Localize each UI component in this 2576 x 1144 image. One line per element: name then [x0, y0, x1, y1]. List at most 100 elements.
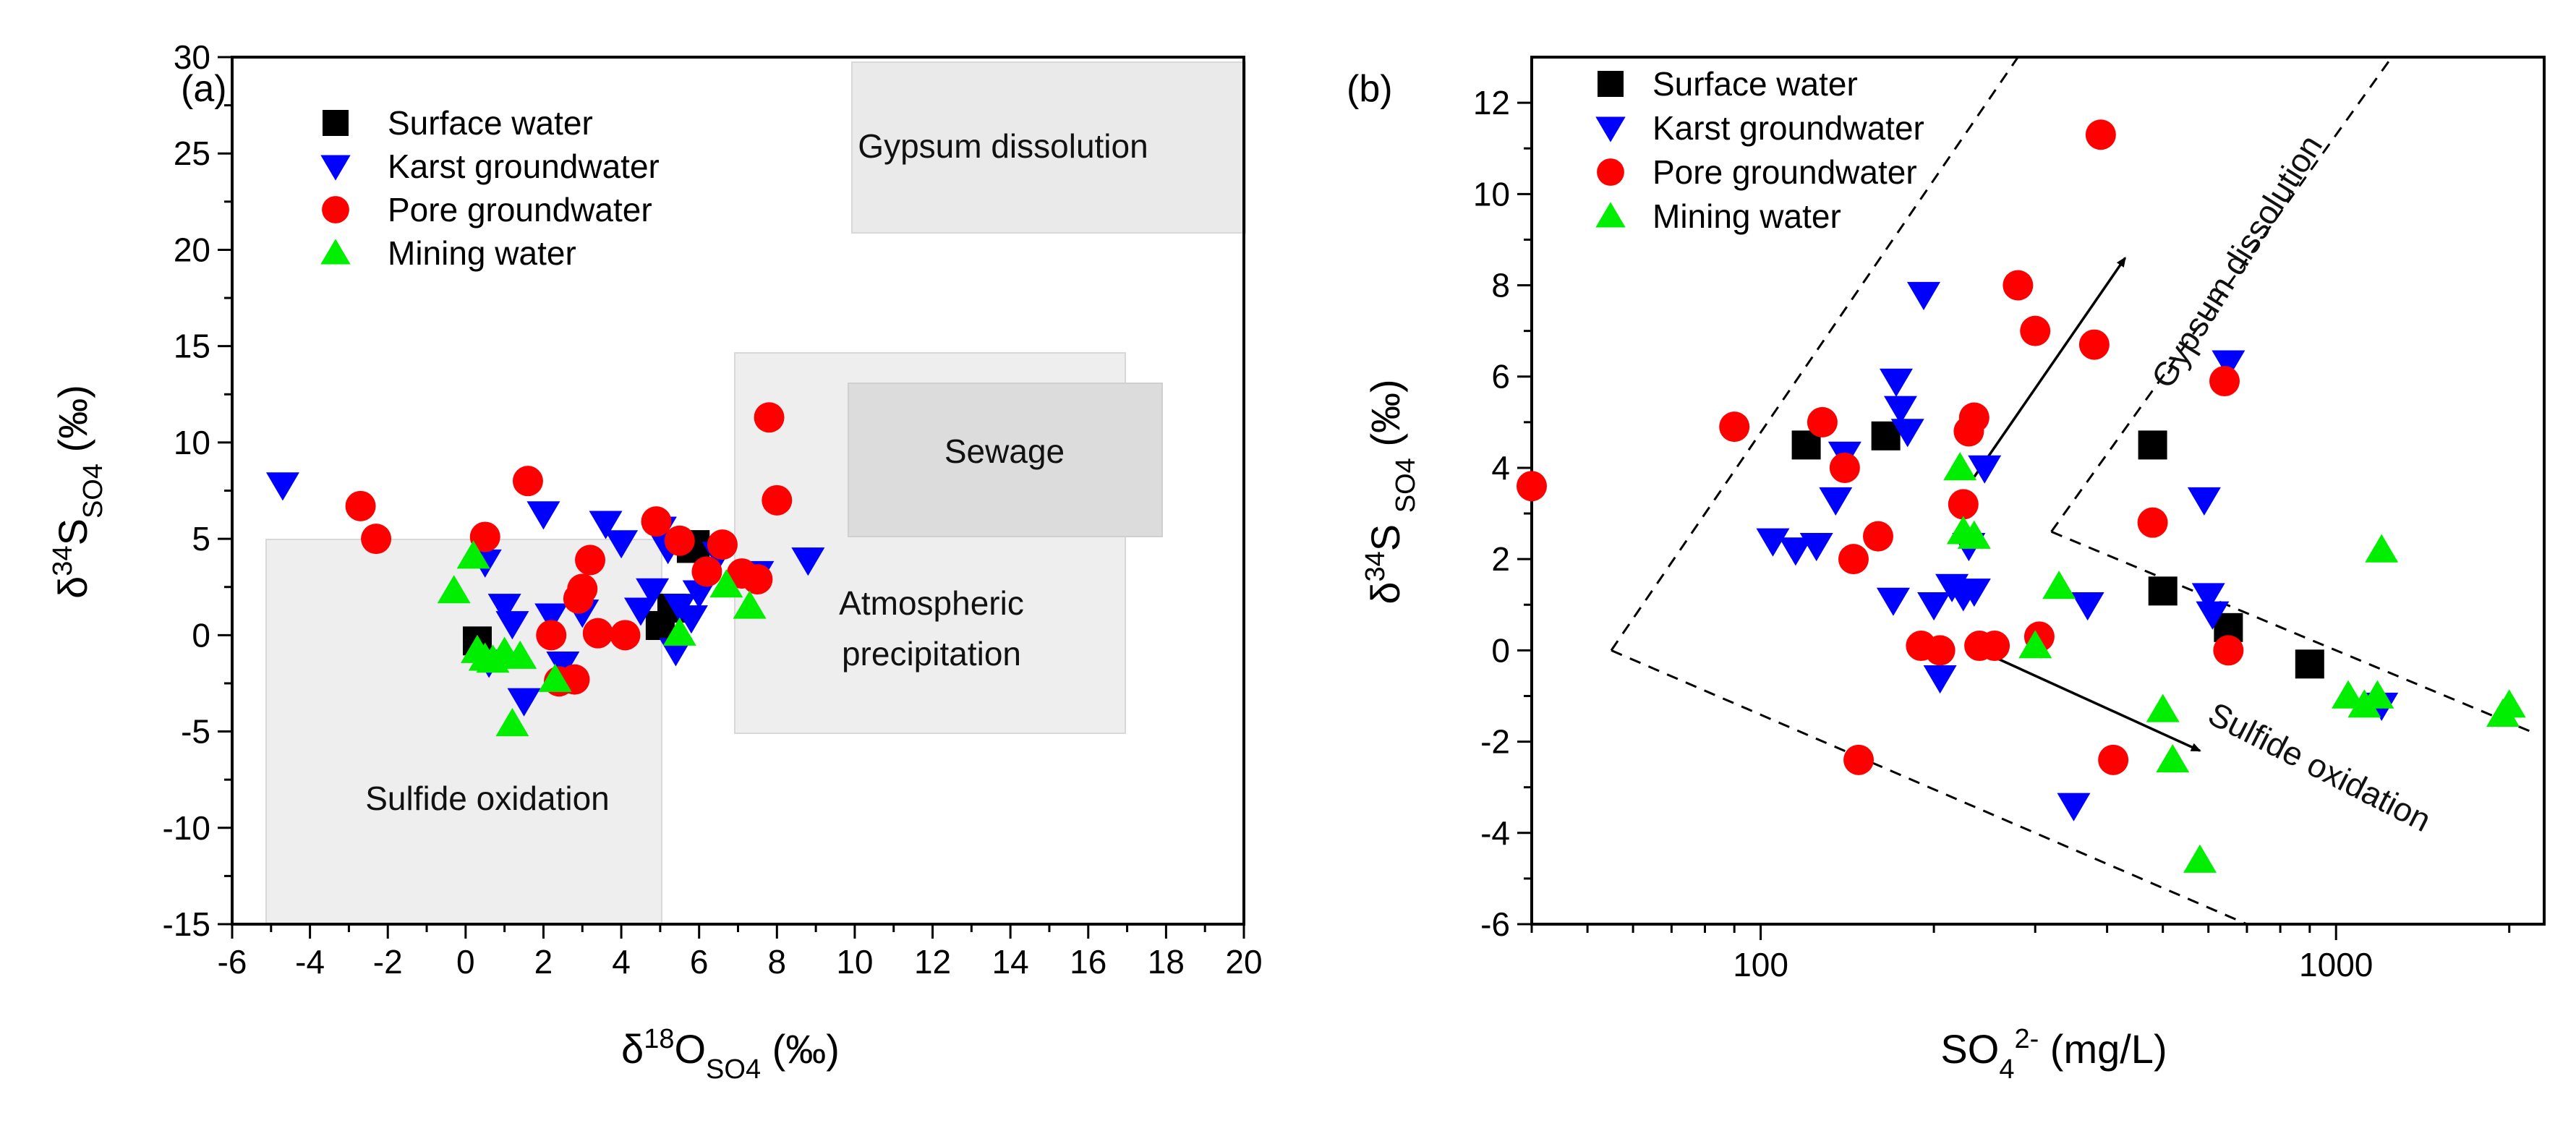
- x-tick-label: 18: [1148, 943, 1185, 981]
- x-tick-label: 10: [836, 943, 873, 981]
- legend-label: Karst groundwater: [1652, 109, 1924, 147]
- data-point: [1879, 368, 1913, 397]
- x-tick-label: 6: [690, 943, 709, 981]
- panel-a: Gypsum dissolution Sewage Atmospheric pr…: [48, 38, 1263, 1085]
- data-point: [460, 634, 494, 663]
- data-point: [1883, 396, 1917, 424]
- legend-marker: [320, 155, 351, 181]
- panel-b-legend: Surface water Karst groundwater Pore groun…: [1595, 65, 1924, 235]
- data-point: [733, 590, 767, 619]
- panel-b-x-axis-title: SO42- (mg/L): [1940, 1024, 2167, 1085]
- data-point: [1979, 631, 2010, 662]
- data-point: [1838, 544, 1869, 575]
- data-point: [567, 573, 598, 605]
- panel-b-axes: 100 1000 -6 -4 -2 0 2 4 6 8 10 12: [1473, 84, 2511, 983]
- data-point: [512, 466, 543, 497]
- data-point: [1517, 471, 1547, 502]
- data-point: [2057, 793, 2091, 821]
- data-point: [2196, 601, 2230, 630]
- x-tick-label: -2: [373, 943, 403, 981]
- legend-marker: [1595, 202, 1626, 228]
- sulfide-boundary-line: [2050, 530, 2534, 734]
- data-point: [691, 556, 722, 587]
- y-tick-label: 0: [192, 616, 210, 654]
- panel-a-axes: -6 -4 -2 0 2 4 6 8 10 12 14 16 18 20 -15 -10 -5 0 5 10 15 20 2…: [163, 38, 1263, 981]
- y-tick-label: -2: [1480, 723, 1510, 761]
- data-point: [742, 564, 773, 595]
- data-point: [538, 663, 572, 692]
- series-mining-water: [437, 540, 767, 737]
- y-tick-label: 8: [1491, 267, 1510, 304]
- data-point: [361, 524, 392, 555]
- data-point: [1924, 635, 1956, 666]
- x-tick-label: 0: [456, 943, 475, 981]
- legend-marker: [320, 239, 351, 265]
- gypsum-boundary-line: [2050, 56, 2393, 533]
- data-point: [674, 605, 708, 634]
- region-sewage: [848, 383, 1163, 537]
- y-tick-label: 5: [192, 520, 210, 558]
- data-point: [1778, 537, 1812, 566]
- data-point: [2138, 430, 2167, 460]
- data-point: [641, 506, 672, 537]
- data-point: [526, 501, 560, 530]
- legend-label: Surface water: [1652, 65, 1858, 103]
- data-point: [1957, 520, 1991, 549]
- data-point: [636, 578, 670, 607]
- data-point: [2070, 592, 2104, 621]
- legend-marker: [1595, 116, 1626, 142]
- x-tick-label: 16: [1070, 943, 1106, 981]
- panel-a-legend: Surface water Karst groundwater Pore groun…: [320, 104, 660, 272]
- data-point: [1906, 281, 1940, 310]
- region-label-gypsum-dissolution: Gypsum dissolution: [858, 127, 1148, 165]
- data-point: [536, 620, 567, 651]
- data-point: [2187, 487, 2221, 516]
- x-tick-label: 8: [768, 943, 787, 981]
- series-pore-groundwater: [1517, 119, 2244, 775]
- region-label-sewage: Sewage: [944, 432, 1065, 470]
- y-tick-label: 20: [174, 231, 210, 268]
- data-point: [610, 620, 641, 651]
- region-gypsum-dissolution: [851, 61, 1246, 234]
- x-tick-label: 20: [1225, 943, 1262, 981]
- y-tick-label: 10: [174, 424, 210, 461]
- data-point: [1719, 411, 1750, 443]
- data-point: [2078, 329, 2110, 360]
- data-point: [2183, 844, 2217, 873]
- data-point: [487, 594, 521, 623]
- panel-b: Gypsum dissolution Sulfide oxidation 100…: [1347, 56, 2546, 1085]
- data-point: [503, 640, 537, 669]
- data-point: [345, 490, 376, 521]
- data-point: [469, 521, 500, 552]
- data-point: [754, 402, 785, 433]
- data-point: [2360, 680, 2394, 709]
- trend-arrow: [1973, 257, 2127, 478]
- legend-label: Surface water: [388, 104, 593, 142]
- legend-label: Karst groundwater: [388, 148, 660, 185]
- region-label-sulfide-oxidation: Sulfide oxidation: [365, 780, 610, 817]
- data-point: [495, 611, 529, 640]
- data-point: [664, 525, 695, 556]
- data-point: [662, 617, 696, 646]
- x-tick-label: 2: [534, 943, 553, 981]
- data-point: [791, 547, 825, 576]
- trend-arrow: [1979, 649, 2201, 752]
- y-tick-label: 4: [1491, 449, 1510, 487]
- annotation-sulfide-oxidation: Sulfide oxidation: [2202, 695, 2436, 840]
- panel-a-y-axis-title: δ34SSO4 (‰): [48, 385, 108, 599]
- data-point: [1829, 452, 1860, 483]
- data-point: [1957, 579, 1991, 607]
- panel-b-guides: [1610, 56, 2534, 926]
- data-point: [1819, 487, 1853, 516]
- data-point: [709, 569, 743, 598]
- data-point: [2085, 119, 2116, 150]
- y-tick-label: 10: [1473, 175, 1510, 213]
- region-label-atmospheric-line1: Atmospheric: [839, 584, 1024, 622]
- legend-label: Mining water: [1652, 197, 1841, 235]
- data-point: [1799, 532, 1833, 562]
- data-point: [762, 485, 793, 516]
- data-point: [265, 472, 299, 501]
- x-tick-label: 1000: [2299, 946, 2373, 983]
- panel-b-label: (b): [1347, 68, 1393, 110]
